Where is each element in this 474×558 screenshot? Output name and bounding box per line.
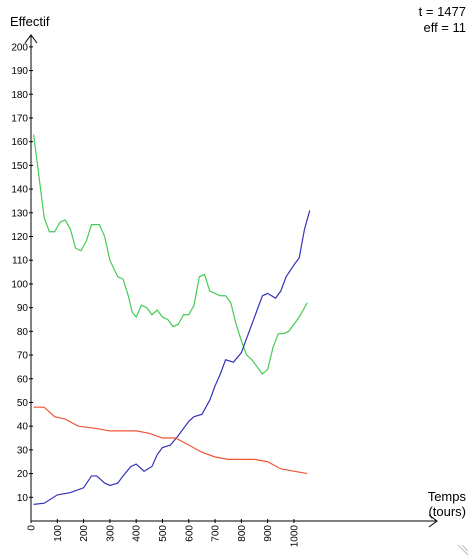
x-axis-label: Temps <box>428 489 467 504</box>
y-tick-label: 80 <box>17 327 29 338</box>
axes <box>24 34 438 528</box>
y-tick-label: 10 <box>17 493 29 504</box>
x-tick-label: 900 <box>263 525 274 542</box>
x-tick-label: 800 <box>237 525 248 542</box>
y-tick-label: 110 <box>12 256 28 267</box>
y-tick-label: 40 <box>17 422 29 433</box>
y-tick-label: 30 <box>17 445 29 456</box>
line <box>33 210 311 506</box>
y-tick-label: 130 <box>11 208 28 219</box>
y-tick-label: 190 <box>11 66 28 77</box>
y-arrow <box>24 34 38 44</box>
resize-handle <box>457 544 469 556</box>
y-tick-label: 200 <box>11 42 28 53</box>
x-tick-label: 100 <box>53 525 64 542</box>
y-tick-label: 120 <box>11 232 28 243</box>
y-tick-label: 50 <box>17 398 29 409</box>
y-tick-label: 160 <box>11 137 28 148</box>
x-arrow <box>428 514 438 528</box>
y-tick-label: 60 <box>17 374 29 385</box>
x-tick-label: 700 <box>211 525 222 542</box>
line <box>33 406 308 475</box>
x-tick-label: 400 <box>132 525 143 542</box>
y-tick-label: 70 <box>17 351 29 362</box>
y-tick-label: 140 <box>11 185 28 196</box>
line <box>33 134 308 375</box>
annotation: eff = 11 <box>423 20 466 35</box>
x-tick-label: 600 <box>184 525 195 542</box>
x-tick-label: 1000 <box>289 525 300 548</box>
y-tick-label: 90 <box>17 303 29 314</box>
annotation: t = 1477 <box>419 4 466 19</box>
x-tick-label: 200 <box>79 525 90 542</box>
y-tick-label: 180 <box>11 90 28 101</box>
y-tick-label: 170 <box>11 113 28 124</box>
y-tick-label: 100 <box>11 279 28 290</box>
y-axis-label: Effectif <box>10 14 50 29</box>
y-tick-label: 20 <box>17 469 29 480</box>
x-tick-label: 300 <box>105 525 116 542</box>
x-axis-label: (tours) <box>428 504 466 519</box>
x-tick-label: 500 <box>158 525 169 542</box>
y-tick-label: 150 <box>11 161 28 172</box>
x-tick-label: 0 <box>27 525 38 531</box>
